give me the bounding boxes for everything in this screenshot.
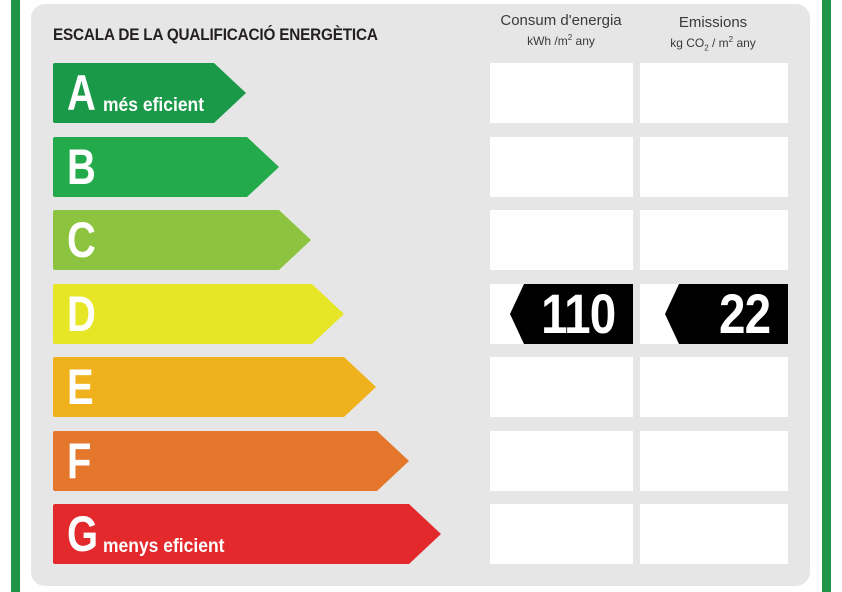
chart-title: ESCALA DE LA QUALIFICACIÓ ENERGÈTICA <box>53 25 378 44</box>
class-bar-d: D <box>53 284 344 344</box>
energy-cell-g <box>490 504 633 564</box>
energy-cell-c <box>490 210 633 270</box>
emissions-cell-c <box>640 210 788 270</box>
class-bar-f: F <box>53 431 409 491</box>
class-letter: A <box>67 65 96 121</box>
class-letter: B <box>67 139 96 195</box>
energy-column-name: Consum d'energia <box>500 12 622 29</box>
class-bar-e: E <box>53 357 376 417</box>
frame-border-right <box>822 0 831 592</box>
energy-value-tag: 110 <box>510 284 633 344</box>
class-letter: F <box>67 433 92 489</box>
class-letter: C <box>67 212 96 268</box>
class-bar-c: C <box>53 210 311 270</box>
frame-border-left <box>11 0 20 592</box>
class-letter: D <box>67 286 96 342</box>
value-text: 110 <box>540 282 616 345</box>
energy-cell-b <box>490 137 633 197</box>
class-bar-b: B <box>53 137 279 197</box>
class-description: més eficient <box>103 95 205 116</box>
emissions-column-name: Emissions <box>678 14 748 31</box>
emissions-value-tag: 22 <box>665 284 788 344</box>
energy-column-header: Consum d'energia kWh /m2 any <box>487 12 635 48</box>
energy-cell-e <box>490 357 633 417</box>
energy-cell-a <box>490 63 633 123</box>
emissions-cell-a <box>640 63 788 123</box>
class-letter: G <box>67 506 99 562</box>
emissions-cell-b <box>640 137 788 197</box>
value-text: 22 <box>718 282 771 345</box>
emissions-cell-f <box>640 431 788 491</box>
emissions-column-unit: kg CO2 / m2 any <box>670 35 756 53</box>
class-description: menys eficient <box>103 536 225 557</box>
emissions-column-header: Emissions kg CO2 / m2 any <box>638 14 788 52</box>
energy-column-unit: kWh /m2 any <box>527 33 595 48</box>
emissions-cell-e <box>640 357 788 417</box>
emissions-cell-g <box>640 504 788 564</box>
class-letter: E <box>67 359 94 415</box>
energy-cell-f <box>490 431 633 491</box>
